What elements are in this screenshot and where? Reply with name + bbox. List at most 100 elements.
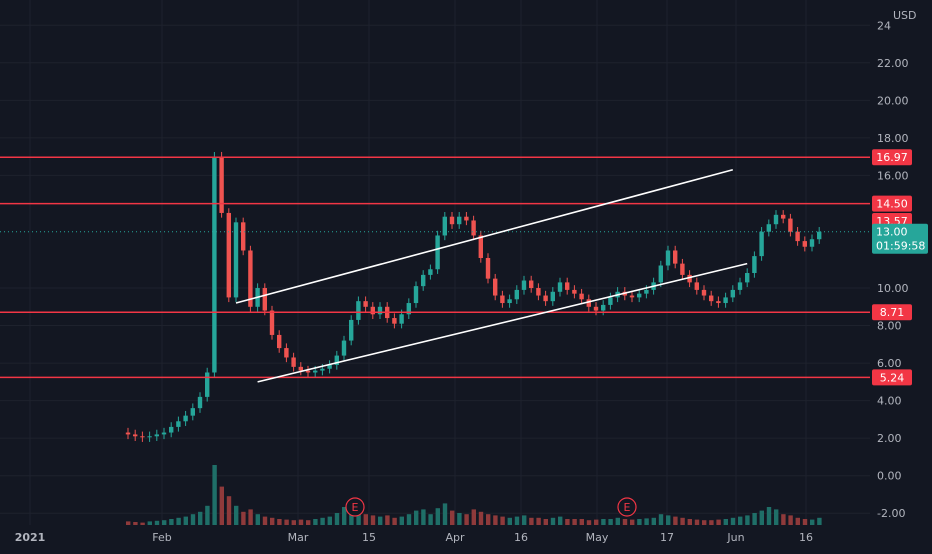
candle [284, 348, 289, 358]
volume-bar [579, 519, 584, 525]
volume-bar [565, 519, 570, 525]
volume-bar [356, 511, 361, 525]
volume-bar [615, 517, 620, 525]
volume-bar [586, 520, 592, 525]
candle [190, 408, 195, 416]
volume-bar [363, 514, 368, 525]
candle [241, 222, 246, 251]
volume-bar [291, 520, 296, 525]
volume-bar [630, 519, 635, 525]
volume-bar [522, 515, 527, 525]
candle [457, 216, 462, 225]
volume-bar [334, 513, 340, 525]
volume-bar [234, 505, 239, 525]
candle [435, 235, 440, 270]
y-tick-label: 8.00 [877, 320, 902, 333]
candle [493, 278, 498, 296]
candle [277, 334, 282, 349]
volume-bar [694, 519, 700, 525]
level-badge [872, 149, 912, 166]
volume-bar [255, 514, 260, 525]
candle [752, 256, 757, 274]
candle [601, 304, 606, 311]
volume-bar [442, 503, 448, 525]
volume-bar [730, 517, 736, 525]
volume-bar [169, 519, 174, 525]
volume-bar [486, 514, 491, 525]
candle [442, 216, 447, 236]
volume-bar [788, 515, 793, 525]
volume-bar [529, 517, 534, 525]
candle [320, 368, 325, 371]
candle [795, 231, 800, 242]
candle [298, 366, 303, 371]
candle [421, 274, 426, 287]
volume-bar [716, 519, 721, 525]
x-tick-label: 17 [660, 531, 674, 544]
y-tick-label: 2.00 [877, 432, 902, 445]
volume-bar [550, 517, 556, 525]
candle [802, 241, 807, 247]
volume-bar [284, 519, 289, 525]
earnings-marker-circle [345, 497, 365, 517]
volume-bar [817, 517, 822, 525]
volume-bar [709, 520, 714, 525]
candle [507, 299, 512, 304]
candle [399, 314, 404, 324]
volume-bar [644, 518, 649, 525]
candle [341, 340, 347, 356]
x-tick-label: 15 [362, 531, 376, 544]
volume-bar [738, 516, 743, 525]
y-tick-label: 20.00 [877, 94, 909, 107]
volume-bar [457, 513, 462, 525]
volume-bar [378, 516, 383, 525]
y-tick-label: 10.00 [877, 282, 909, 295]
y-tick-label: -2.00 [877, 507, 905, 520]
currency-label: USD [893, 9, 917, 22]
candle [701, 289, 707, 296]
volume-bar [752, 513, 757, 525]
candle [449, 216, 455, 225]
candle [183, 415, 188, 422]
x-tick-label: 16 [514, 531, 528, 544]
volume-bar [781, 514, 786, 525]
candle [471, 220, 476, 236]
volume-bar [500, 516, 505, 525]
candle [464, 216, 469, 221]
volume-bar [406, 514, 412, 525]
candle [327, 364, 332, 369]
candle [428, 269, 433, 275]
volume-bar [205, 505, 210, 525]
candle [665, 250, 671, 266]
candle [608, 297, 613, 305]
x-tick-label: Apr [445, 531, 465, 544]
candle [176, 421, 181, 427]
candle [658, 265, 663, 283]
volume-bar [385, 515, 390, 525]
current-price-badge [872, 223, 928, 254]
candle [557, 282, 563, 292]
candle [716, 301, 721, 304]
candle [781, 214, 786, 219]
candle [262, 288, 267, 311]
candle [356, 301, 361, 320]
level-badge [872, 195, 912, 212]
x-tick-label: May [586, 531, 609, 544]
x-tick-label: Jun [726, 531, 744, 544]
volume-bar [572, 519, 577, 525]
candle [392, 318, 397, 324]
volume-bar [795, 517, 800, 525]
candle [413, 286, 419, 304]
candle [579, 293, 584, 300]
volume-bar [514, 516, 520, 525]
candle [370, 306, 375, 315]
countdown-label: 01:59:58 [876, 240, 925, 253]
candle [709, 295, 714, 302]
candle [169, 426, 174, 433]
volume-bar [658, 514, 664, 525]
